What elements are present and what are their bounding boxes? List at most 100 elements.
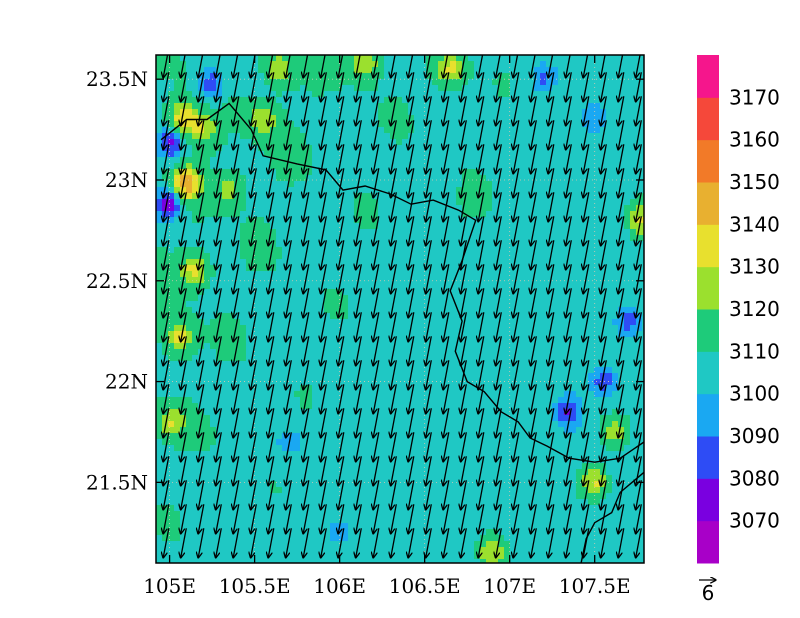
wind-vector	[181, 264, 187, 293]
wind-vector	[408, 528, 415, 557]
wind-vector	[566, 264, 572, 293]
wind-vector	[566, 55, 571, 77]
wind-vector	[303, 480, 310, 509]
wind-vector	[321, 55, 326, 77]
wind-vector	[443, 264, 450, 293]
wind-vector	[303, 168, 310, 197]
colorbar-swatch	[697, 182, 719, 225]
wind-vector	[303, 360, 310, 389]
wind-vector	[548, 312, 555, 341]
wind-vector	[513, 240, 520, 269]
wind-vector	[618, 216, 625, 245]
wind-vector	[496, 432, 502, 461]
wind-vector	[478, 168, 485, 197]
wind-vector	[268, 408, 275, 437]
wind-vector	[496, 384, 502, 413]
wind-vector	[583, 336, 590, 365]
wind-vector	[548, 432, 555, 461]
wind-vector	[286, 384, 292, 413]
wind-vector	[566, 384, 572, 413]
wind-vector	[338, 480, 345, 509]
wind-vector	[461, 144, 467, 173]
colorbar-swatch	[697, 139, 719, 183]
wind-vector	[198, 336, 205, 365]
wind-vector	[513, 528, 520, 557]
wind-vector	[461, 360, 467, 389]
wind-vector	[356, 144, 362, 173]
wind-vector	[618, 504, 625, 533]
wind-vectors	[163, 55, 642, 557]
wind-vector	[601, 96, 607, 125]
wind-vector	[443, 528, 450, 557]
y-tick-label: 22.5N	[86, 269, 148, 293]
wind-vector	[583, 168, 590, 197]
wind-vector	[356, 264, 362, 293]
wind-vector	[233, 96, 240, 125]
wind-vector	[408, 55, 414, 77]
wind-vector	[321, 408, 327, 437]
wind-vector	[251, 240, 257, 269]
wind-vector	[321, 312, 327, 341]
wind-vector	[618, 72, 625, 101]
wind-vector	[321, 384, 327, 413]
wind-vector	[531, 336, 537, 365]
wind-vector	[636, 72, 642, 101]
wind-vector	[373, 312, 380, 341]
wind-vector	[426, 264, 432, 293]
wind-vector	[181, 528, 187, 557]
wind-vector	[321, 168, 327, 197]
wind-vector	[216, 432, 222, 461]
wind-vector	[478, 55, 484, 77]
wind-vector	[181, 288, 187, 317]
wind-vector	[163, 312, 170, 341]
wind-vector	[461, 96, 467, 125]
wind-vector	[478, 336, 485, 365]
wind-vector	[513, 336, 520, 365]
wind-vector	[268, 384, 275, 413]
wind-vector	[356, 240, 362, 269]
colorbar-label: 3150	[729, 170, 780, 194]
wind-vector	[251, 96, 257, 125]
wind-vector	[618, 456, 625, 485]
wind-vector	[496, 288, 502, 317]
wind-vector	[373, 144, 380, 173]
wind-vector	[268, 360, 275, 389]
wind-vector	[478, 312, 485, 341]
wind-vector	[338, 72, 345, 101]
wind-vector	[373, 432, 380, 461]
wind-vector	[391, 408, 397, 437]
wind-vector	[321, 216, 327, 245]
wind-vector	[233, 264, 240, 293]
wind-vector	[583, 432, 590, 461]
wind-vector	[373, 288, 380, 317]
wind-vector	[531, 240, 537, 269]
wind-vector	[426, 192, 432, 221]
wind-vector	[286, 72, 292, 101]
wind-vector	[443, 360, 450, 389]
wind-vector	[583, 360, 590, 389]
wind-vector	[391, 144, 397, 173]
wind-vector	[268, 96, 275, 125]
wind-vector	[268, 72, 275, 101]
wind-vector	[478, 528, 485, 557]
wind-vector	[531, 72, 537, 101]
wind-vector	[478, 288, 485, 317]
wind-vector	[373, 55, 379, 77]
wind-vector	[286, 504, 292, 533]
wind-vector	[408, 360, 415, 389]
wind-vector	[531, 504, 537, 533]
wind-vector	[461, 312, 467, 341]
wind-vector	[216, 288, 222, 317]
wind-vector	[618, 264, 625, 293]
wind-vector	[251, 528, 257, 557]
wind-vector	[618, 288, 625, 317]
wind-vector	[426, 216, 432, 245]
wind-vector	[268, 216, 275, 245]
colorbar-label: 3100	[729, 382, 780, 406]
wind-vector	[338, 192, 345, 221]
wind-vector	[391, 264, 397, 293]
wind-vector	[408, 264, 415, 293]
colorbar-swatch	[697, 351, 719, 395]
wind-vector	[286, 168, 292, 197]
wind-vector	[321, 504, 327, 533]
